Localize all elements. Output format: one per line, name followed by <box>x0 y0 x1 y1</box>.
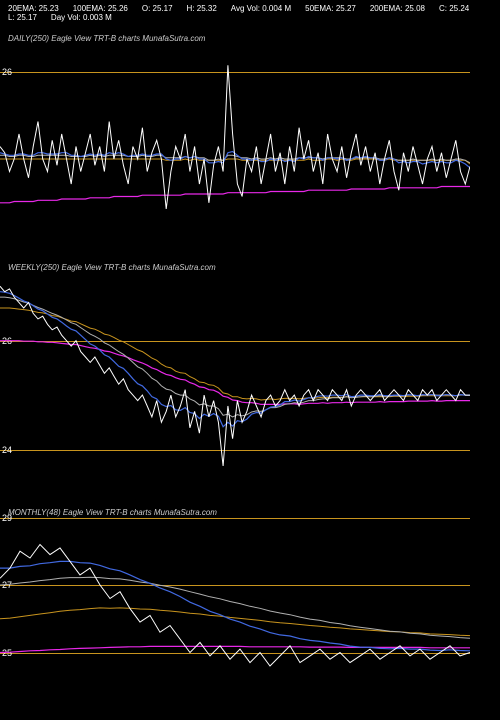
daily-chart <box>0 34 470 259</box>
ema20-stat: 20EMA: 25.23 <box>8 4 59 13</box>
monthly-chart <box>0 504 470 720</box>
open-stat: O: 25.17 <box>142 4 173 13</box>
dayvol-stat: Day Vol: 0.003 M <box>51 13 112 22</box>
monthly-panel-label: MONTHLY(48) Eagle View TRT-B charts Muna… <box>8 508 217 517</box>
header-stats: 20EMA: 25.23 100EMA: 25.26 O: 25.17 H: 2… <box>0 0 500 24</box>
high-stat: H: 25.32 <box>187 4 217 13</box>
close-stat: C: 25.24 <box>439 4 469 13</box>
ema100-stat: 100EMA: 25.26 <box>73 4 128 13</box>
ema50-stat: 50EMA: 25.27 <box>305 4 356 13</box>
daily-panel-label: DAILY(250) Eagle View TRT-B charts Munaf… <box>8 34 205 43</box>
ema200-stat: 200EMA: 25.08 <box>370 4 425 13</box>
low-stat: L: 25.17 <box>8 13 37 22</box>
weekly-chart <box>0 259 470 504</box>
avgvol-stat: Avg Vol: 0.004 M <box>231 4 291 13</box>
weekly-panel-label: WEEKLY(250) Eagle View TRT-B charts Muna… <box>8 263 216 272</box>
